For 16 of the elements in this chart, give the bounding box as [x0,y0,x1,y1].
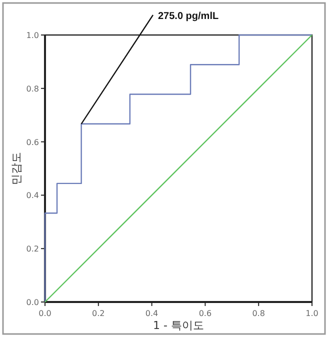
y-tick-label: 0.8 [26,84,39,94]
x-axis-title: 1 - 특이도 [153,319,204,332]
x-tick-label: 0.0 [38,309,52,318]
x-tick-label: 0.2 [92,309,105,318]
y-tick-label: 0.2 [26,244,39,254]
x-tick-label: 0.4 [145,309,158,318]
y-tick-label: 1.0 [26,31,39,40]
y-tick-label: 0.6 [26,138,39,147]
x-tick-label: 0.6 [198,309,212,318]
y-tick-label: 0.0 [26,298,39,307]
x-tick-label: 0.8 [252,309,265,318]
line-series [44,34,313,303]
y-axis-title: 민감도 [10,152,23,185]
x-tick-label: 1.0 [306,309,318,318]
y-tick-label: 0.4 [26,191,39,200]
annotation: 275.0 pg/mlL [158,11,219,22]
